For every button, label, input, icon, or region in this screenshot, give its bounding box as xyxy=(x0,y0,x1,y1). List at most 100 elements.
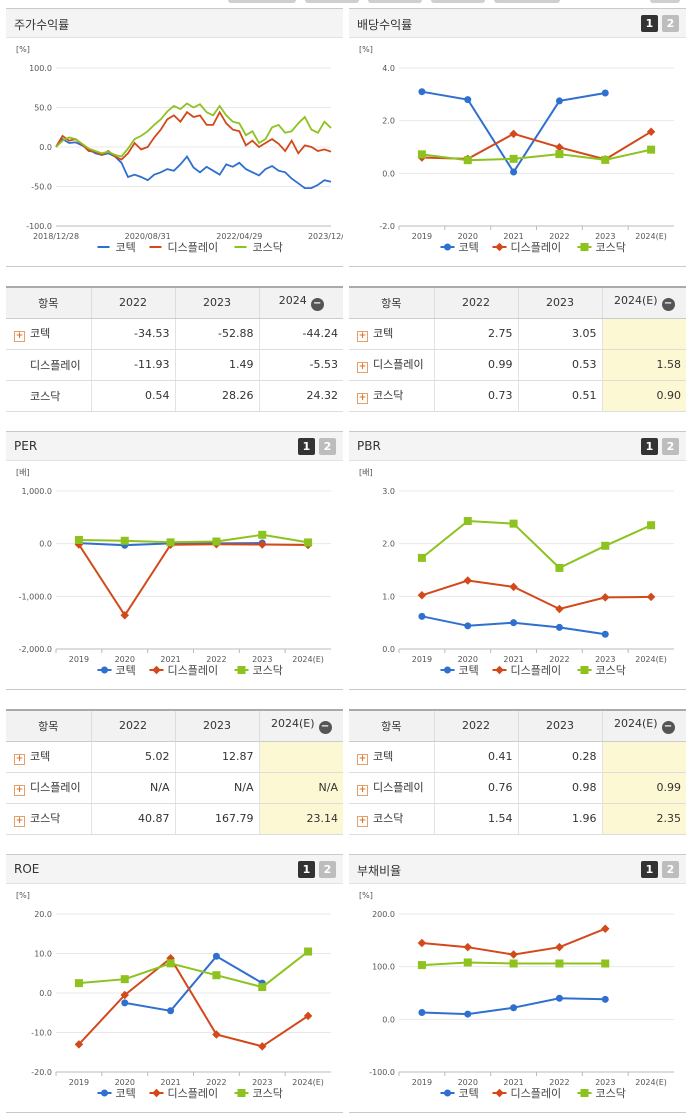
chart-view-2-button[interactable]: 2 xyxy=(662,15,679,32)
data-point xyxy=(495,665,504,675)
column-header: 2023 xyxy=(517,286,602,319)
y-tick-label: 0.0 xyxy=(382,1015,395,1024)
panel-title: ROE xyxy=(14,862,40,876)
y-tick-label: -100.0 xyxy=(26,222,52,231)
row-label: + 코텍 xyxy=(349,741,434,773)
chart-area: [배] 3.0 2.0 1.0 0.0 2019 2020 2021 2022 2023 2024(… xyxy=(349,461,686,690)
row-label: + 코텍 xyxy=(349,318,434,350)
table-row: + 디스플레이 N/A N/A N/A xyxy=(6,772,343,804)
chart-view-2-button[interactable]: 2 xyxy=(319,861,336,878)
y-tick-label: 1,000.0 xyxy=(21,487,52,496)
table-cell: 1.54 xyxy=(433,803,518,835)
chart-view-1-button[interactable]: 1 xyxy=(641,438,658,455)
y-tick-label: 10.0 xyxy=(34,950,52,959)
table-cell: 0.28 xyxy=(517,741,602,773)
table-cell: N/A xyxy=(258,772,343,804)
collapse-column-icon[interactable]: − xyxy=(661,721,675,735)
roe-chart: [%] 20.0 10.0 0.0 -10.0 -20.0 2019 2020 2021 2022… xyxy=(16,891,331,1100)
expand-row-icon[interactable]: + xyxy=(14,816,25,827)
chart-view-1-button[interactable]: 1 xyxy=(298,438,315,455)
data-point xyxy=(510,619,518,627)
x-tick-label: 2019 xyxy=(412,655,432,664)
x-tick-label: 2020 xyxy=(115,1078,135,1087)
legend-label: 코텍 xyxy=(116,241,136,254)
expand-row-icon[interactable]: + xyxy=(14,754,25,765)
table-cell: -52.88 xyxy=(174,318,259,350)
expand-row-icon[interactable]: + xyxy=(14,785,25,796)
data-point xyxy=(463,517,472,526)
expand-row-icon[interactable]: + xyxy=(357,362,368,373)
table-cell: 12.87 xyxy=(174,741,259,773)
table-header-row: 항목 2022 2023 2024− xyxy=(6,286,343,319)
x-tick-label: 2023 xyxy=(252,655,272,664)
x-tick-label: 2023 xyxy=(595,1078,615,1087)
row-label: + 디스플레이 xyxy=(349,349,434,381)
x-tick-label: 2024(E) xyxy=(635,232,667,241)
data-point xyxy=(418,1008,426,1016)
column-header: 2023 xyxy=(174,709,259,742)
expand-row-icon[interactable]: + xyxy=(357,331,368,342)
series-line xyxy=(124,955,263,1012)
data-point xyxy=(304,947,313,956)
chart-view-1-button[interactable]: 1 xyxy=(298,861,315,878)
column-header: 2023 xyxy=(517,709,602,742)
collapse-column-icon[interactable]: − xyxy=(318,721,332,735)
data-point xyxy=(646,592,656,602)
column-header: 2022 xyxy=(433,286,518,319)
chart-view-2-button[interactable]: 2 xyxy=(319,438,336,455)
data-point xyxy=(212,537,221,546)
data-point xyxy=(120,536,129,545)
data-point xyxy=(101,666,108,674)
table-cell: 0.73 xyxy=(433,380,518,412)
data-point xyxy=(166,538,175,547)
table-cell: -11.93 xyxy=(90,349,175,381)
column-header: 2024− xyxy=(258,286,343,319)
chart-view-1-button[interactable]: 1 xyxy=(641,861,658,878)
data-point xyxy=(580,666,589,674)
table-cell: 167.79 xyxy=(174,803,259,835)
data-point xyxy=(463,942,472,952)
x-tick-label: 2021 xyxy=(503,232,523,241)
chart-view-2-button[interactable]: 2 xyxy=(662,438,679,455)
column-header: 항목 xyxy=(349,709,434,742)
data-point xyxy=(417,553,426,562)
y-unit-label: [배] xyxy=(359,468,373,477)
collapse-column-icon[interactable]: − xyxy=(661,298,675,312)
data-point xyxy=(120,990,129,1000)
legend-label: 코텍 xyxy=(116,1087,136,1100)
data-point xyxy=(555,623,563,631)
expand-row-icon[interactable]: + xyxy=(357,393,368,404)
expand-row-icon[interactable]: + xyxy=(357,785,368,796)
table-cell: 23.14 xyxy=(258,803,343,835)
table-row: + 코텍 5.02 12.87 xyxy=(6,741,343,773)
x-tick-label: 2022 xyxy=(549,655,569,664)
expand-row-icon[interactable]: + xyxy=(14,331,25,342)
legend-label: 코텍 xyxy=(116,664,136,677)
table-row: + 디스플레이 0.99 0.53 1.58 xyxy=(349,349,686,381)
chart-area: [%] 200.0 100.0 0.0 -100.0 2019 2020 2021 2022 20… xyxy=(349,884,686,1113)
y-tick-label: 2.0 xyxy=(382,540,395,549)
data-point xyxy=(495,242,504,252)
data-point xyxy=(167,1007,175,1015)
series-line xyxy=(55,110,332,161)
y-tick-label: -10.0 xyxy=(31,1029,52,1038)
chart-view-1-button[interactable]: 1 xyxy=(641,15,658,32)
panel-title: PER xyxy=(14,439,38,453)
expand-row-icon[interactable]: + xyxy=(357,816,368,827)
data-point xyxy=(509,129,518,139)
x-tick-label: 2022 xyxy=(206,655,226,664)
column-header: 항목 xyxy=(6,286,91,319)
series-line xyxy=(55,102,332,158)
data-point xyxy=(580,1089,589,1097)
dividend-yield-table: 항목 2022 2023 2024(E) − + 코텍 2.75 3.05 + 디스플레이 0.99 0… xyxy=(349,286,686,412)
data-point xyxy=(417,961,426,970)
expand-row-icon[interactable]: + xyxy=(357,754,368,765)
column-header: 2022 xyxy=(90,286,175,319)
collapse-column-icon[interactable]: − xyxy=(310,298,324,312)
y-unit-label: [%] xyxy=(359,45,373,54)
table-cell: 2.75 xyxy=(433,318,518,350)
legend-label: 디스플레이 xyxy=(511,664,562,677)
chart-view-2-button[interactable]: 2 xyxy=(662,861,679,878)
